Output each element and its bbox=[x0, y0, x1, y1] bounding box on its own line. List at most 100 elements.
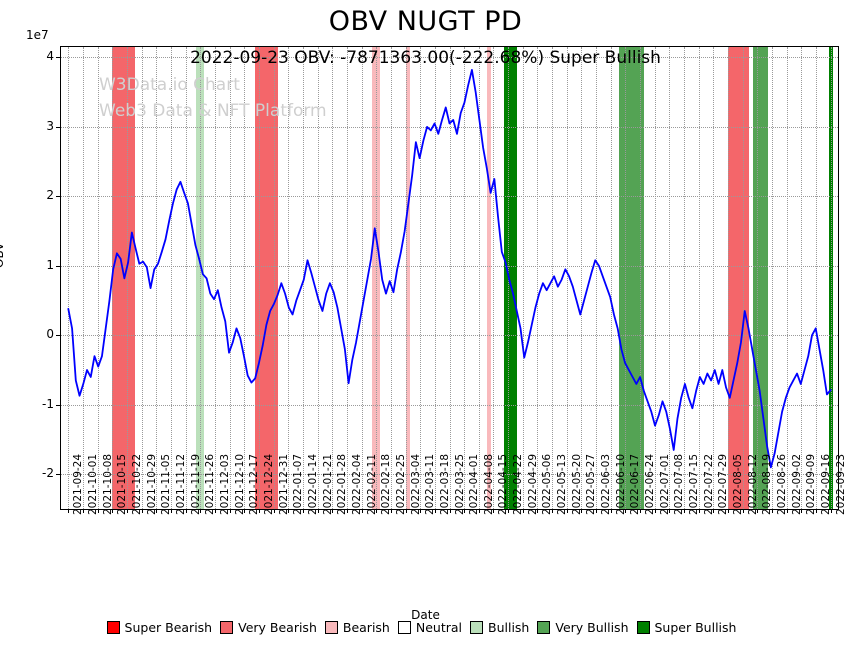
x-tick-label: 2022-01-21 bbox=[321, 453, 334, 515]
legend-item[interactable]: Super Bullish bbox=[636, 620, 736, 635]
y-tick-mark bbox=[56, 57, 60, 59]
x-tick-label: 2022-08-05 bbox=[732, 453, 745, 515]
y-gridline bbox=[61, 335, 838, 337]
x-tick-label: 2022-02-25 bbox=[394, 453, 407, 515]
y-tick-mark bbox=[56, 126, 60, 128]
x-gridline bbox=[757, 47, 759, 509]
x-gridline bbox=[258, 47, 260, 509]
watermark-line-1: W3Data.io Chart bbox=[99, 75, 240, 95]
x-tick-label: 2022-05-13 bbox=[556, 453, 569, 515]
x-gridline bbox=[376, 47, 378, 509]
x-gridline bbox=[317, 47, 319, 509]
legend-label: Bearish bbox=[342, 620, 390, 635]
legend-item[interactable]: Very Bullish bbox=[537, 620, 629, 635]
condition-band bbox=[503, 47, 517, 509]
chart-title: OBV NUGT PD bbox=[328, 6, 523, 37]
x-tick-label: 2022-01-14 bbox=[306, 453, 319, 515]
x-tick-mark bbox=[82, 509, 84, 513]
x-tick-mark bbox=[273, 509, 275, 513]
legend-item[interactable]: Bullish bbox=[470, 620, 529, 635]
x-gridline bbox=[742, 47, 744, 509]
x-gridline bbox=[801, 47, 803, 509]
x-tick-label: 2021-10-22 bbox=[130, 453, 143, 515]
condition-band bbox=[487, 47, 492, 509]
y-tick-label: 2 bbox=[46, 188, 54, 203]
x-tick-label: 2022-02-18 bbox=[380, 453, 393, 515]
x-tick-mark bbox=[317, 509, 319, 513]
legend-swatch-icon bbox=[470, 621, 483, 634]
x-tick-mark bbox=[112, 509, 114, 513]
legend-item[interactable]: Super Bearish bbox=[106, 620, 213, 635]
x-tick-mark bbox=[420, 509, 422, 513]
x-tick-label: 2022-02-04 bbox=[350, 453, 363, 515]
x-tick-label: 2022-01-28 bbox=[336, 453, 349, 515]
x-tick-label: 2022-06-17 bbox=[629, 453, 642, 515]
x-tick-label: 2022-04-29 bbox=[526, 453, 539, 515]
x-tick-mark bbox=[508, 509, 510, 513]
y-tick-label: 4 bbox=[46, 49, 54, 64]
condition-band bbox=[405, 47, 410, 509]
x-axis-label: Date bbox=[411, 608, 440, 622]
x-gridline bbox=[214, 47, 216, 509]
x-tick-label: 2022-04-08 bbox=[482, 453, 495, 515]
y-tick-label: 1 bbox=[46, 257, 54, 272]
x-tick-mark bbox=[258, 509, 260, 513]
x-tick-mark bbox=[801, 509, 803, 513]
x-tick-label: 2022-04-22 bbox=[512, 453, 525, 515]
x-gridline bbox=[698, 47, 700, 509]
legend-swatch-icon bbox=[636, 621, 650, 634]
x-tick-mark bbox=[816, 509, 817, 513]
x-tick-label: 2021-12-31 bbox=[277, 453, 290, 515]
x-tick-mark bbox=[728, 509, 730, 513]
x-gridline bbox=[156, 47, 158, 509]
x-gridline bbox=[728, 47, 730, 509]
x-gridline bbox=[229, 47, 231, 509]
x-gridline bbox=[566, 47, 568, 509]
legend-item[interactable]: Bearish bbox=[324, 620, 390, 635]
x-tick-mark bbox=[214, 509, 216, 513]
x-tick-mark bbox=[390, 509, 392, 513]
y-gridline bbox=[61, 474, 838, 476]
x-tick-label: 2022-07-08 bbox=[673, 453, 686, 515]
x-tick-mark bbox=[478, 509, 480, 513]
x-tick-label: 2021-10-01 bbox=[86, 453, 99, 515]
x-tick-mark bbox=[596, 509, 598, 513]
x-tick-mark bbox=[126, 509, 128, 513]
x-tick-mark bbox=[830, 509, 832, 513]
x-gridline bbox=[405, 47, 407, 509]
y-gridline bbox=[61, 196, 838, 198]
x-gridline bbox=[464, 47, 466, 509]
y-axis-offset-label: 1e7 bbox=[26, 28, 49, 42]
x-tick-label: 2022-06-24 bbox=[644, 453, 657, 515]
x-tick-mark bbox=[68, 509, 70, 513]
condition-band bbox=[728, 47, 749, 509]
x-gridline bbox=[581, 47, 583, 509]
x-gridline bbox=[684, 47, 686, 509]
legend-item[interactable]: Very Bearish bbox=[220, 620, 317, 635]
x-tick-mark bbox=[200, 509, 202, 513]
x-tick-label: 2022-04-01 bbox=[468, 453, 481, 515]
x-tick-mark bbox=[376, 509, 378, 513]
legend-label: Super Bearish bbox=[124, 620, 213, 635]
x-tick-mark bbox=[522, 509, 524, 513]
x-gridline bbox=[596, 47, 598, 509]
plot-area: W3Data.io Chart Web3 Data & NFT Platform bbox=[60, 46, 839, 510]
legend-swatch-icon bbox=[106, 621, 120, 634]
x-tick-mark bbox=[537, 509, 539, 513]
obv-line-series bbox=[67, 69, 832, 469]
x-gridline bbox=[200, 47, 202, 509]
x-tick-mark bbox=[610, 509, 612, 513]
legend-item[interactable]: Neutral bbox=[397, 620, 462, 635]
x-tick-label: 2021-11-26 bbox=[204, 453, 217, 515]
legend-swatch-icon bbox=[324, 621, 338, 634]
y-tick-label: 3 bbox=[46, 118, 54, 133]
x-gridline bbox=[185, 47, 187, 509]
x-gridline bbox=[273, 47, 275, 509]
x-gridline bbox=[434, 47, 436, 509]
x-gridline bbox=[830, 47, 832, 509]
x-gridline bbox=[478, 47, 480, 509]
x-gridline bbox=[68, 47, 70, 509]
x-tick-mark bbox=[566, 509, 568, 513]
x-tick-label: 2021-12-17 bbox=[248, 453, 261, 515]
